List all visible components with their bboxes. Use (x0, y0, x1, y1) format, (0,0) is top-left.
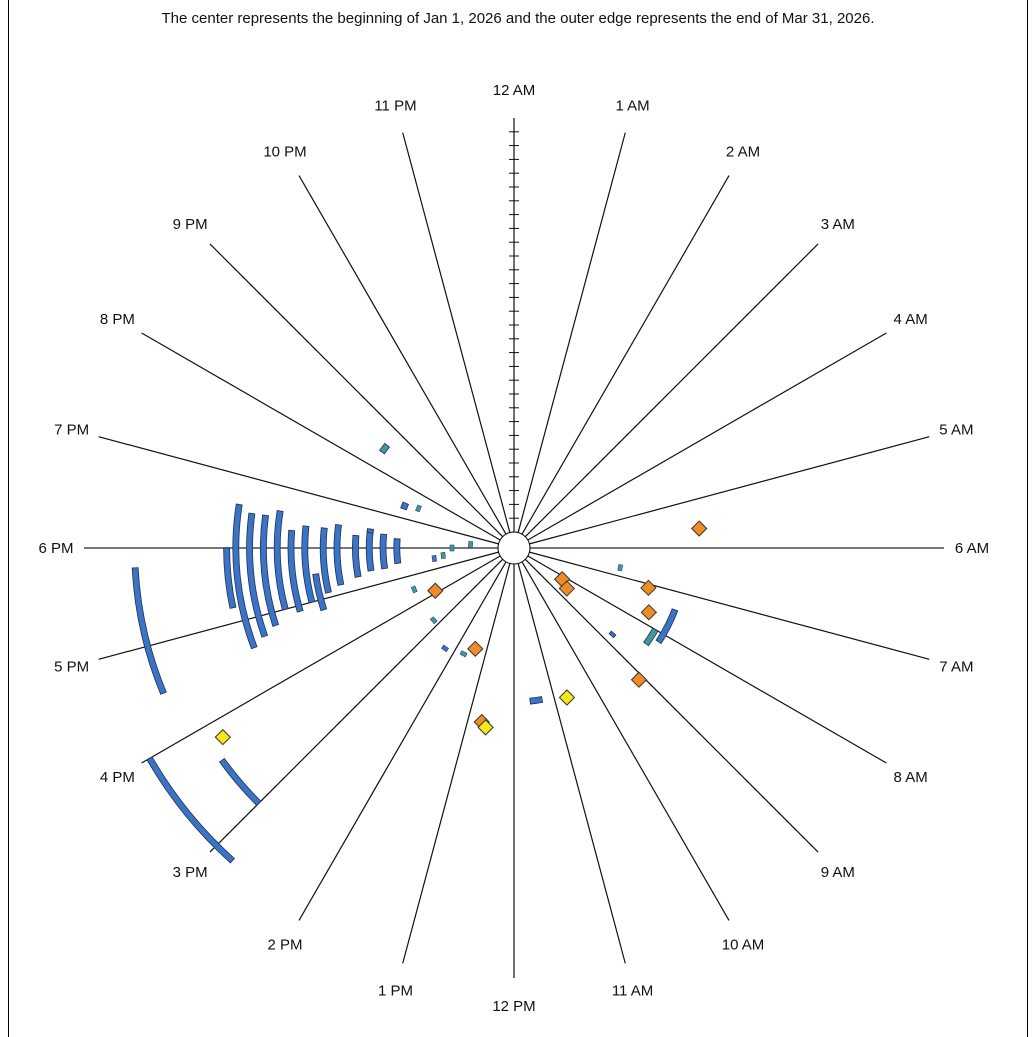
diamond-mark-0 (690, 520, 708, 537)
diamond-mark-5 (630, 671, 648, 688)
diamond-mark-11 (214, 728, 232, 746)
diamond-mark-2 (640, 604, 658, 621)
diamond-mark-9 (477, 719, 494, 736)
arc-mark-17 (366, 528, 374, 534)
arc-mark-22 (400, 501, 410, 511)
hour-label-18: 6 PM (38, 540, 73, 557)
diamond-mark-10 (558, 689, 576, 706)
hour-label-5: 5 AM (939, 421, 973, 438)
arc-mark-19 (643, 627, 659, 647)
arc-mark-11 (352, 534, 362, 578)
hour-spokes (84, 118, 944, 978)
spoke-1 (517, 132, 626, 533)
arc-mark-14 (393, 538, 402, 565)
spoke-8 (527, 555, 887, 764)
hour-label-15: 3 PM (173, 864, 208, 881)
diamond-mark-7 (467, 640, 484, 658)
small-mark-9 (429, 616, 438, 625)
spoke-11 (517, 563, 626, 964)
arc-mark-7 (287, 529, 304, 613)
spoke-23 (402, 132, 511, 533)
arc-mark-1 (146, 756, 236, 864)
arc-mark-20 (529, 696, 544, 705)
hour-label-19: 7 PM (54, 421, 89, 438)
hour-label-13: 1 PM (378, 982, 413, 999)
hour-label-7: 7 AM (939, 659, 973, 676)
hour-labels: 12 AM 1 AM 2 AM 3 AM 4 AM 5 AM 6 AM 7 AM 8 AM 9 A… (38, 82, 989, 1015)
small-mark-6 (441, 644, 449, 653)
hour-label-21: 9 PM (173, 216, 208, 233)
arc-mark-21 (608, 630, 617, 639)
arc-mark-5 (260, 514, 280, 627)
hour-label-16: 4 PM (100, 769, 135, 786)
spoke-3 (524, 243, 819, 538)
arc-mark-4 (246, 512, 269, 638)
hour-label-2: 2 AM (726, 143, 760, 160)
arc-mark-2 (218, 757, 262, 806)
spoke-14 (298, 561, 507, 921)
day-ticks (509, 131, 519, 519)
arc-mark-23 (378, 442, 391, 455)
small-mark-0 (440, 551, 446, 559)
arc-mark-13 (379, 533, 389, 570)
hour-label-23: 11 PM (374, 98, 416, 115)
spoke-20 (141, 332, 501, 541)
hour-label-4: 4 AM (894, 311, 928, 328)
arc-mark-3 (232, 503, 258, 650)
arc-mark-16 (312, 573, 328, 612)
small-mark-7 (459, 650, 468, 658)
spoke-9 (524, 558, 819, 853)
spoke-5 (529, 436, 930, 545)
hour-label-11: 11 AM (612, 982, 653, 999)
spoke-13 (402, 563, 511, 964)
diamond-mark-4 (558, 580, 576, 597)
arc-mark-18 (655, 608, 679, 645)
arc-mark-6 (273, 510, 289, 611)
spoke-10 (521, 561, 730, 921)
hour-label-9: 9 AM (821, 864, 855, 881)
small-mark-3 (431, 554, 437, 563)
chart-frame (8, 0, 1028, 1037)
hour-label-12: 12 PM (492, 998, 535, 1015)
small-mark-1 (449, 544, 455, 552)
hour-label-1: 1 AM (615, 98, 649, 115)
small-mark-2 (468, 541, 474, 548)
arc-mark-9 (319, 527, 332, 594)
hour-label-22: 10 PM (263, 143, 306, 160)
arc-mark-0 (131, 567, 167, 695)
hour-label-6: 6 AM (955, 540, 989, 557)
arc-mark-15 (223, 547, 237, 609)
center-hub (497, 531, 531, 565)
hour-label-3: 3 AM (821, 216, 855, 233)
diamond-mark-1 (640, 579, 657, 597)
hour-label-17: 5 PM (54, 659, 89, 676)
small-mark-5 (410, 585, 418, 594)
spoke-21 (209, 243, 504, 538)
hour-label-8: 8 AM (894, 769, 928, 786)
spoke-22 (298, 175, 507, 535)
spoke-19 (98, 436, 499, 545)
small-mark-8 (617, 564, 623, 572)
hour-label-10: 10 AM (722, 937, 765, 954)
hour-label-14: 2 PM (267, 937, 302, 954)
data-marks (131, 442, 708, 864)
spoke-2 (521, 175, 730, 535)
arc-mark-10 (333, 524, 345, 586)
arc-mark-8 (301, 525, 316, 604)
small-mark-4 (415, 504, 422, 513)
chart-caption: The center represents the beginning of J… (161, 10, 875, 27)
hour-label-0: 12 AM (493, 82, 536, 99)
spoke-7 (529, 551, 930, 660)
hour-label-20: 8 PM (100, 311, 135, 328)
diamond-mark-6 (427, 582, 444, 599)
arc-mark-12 (365, 528, 375, 572)
spoke-4 (527, 332, 887, 541)
